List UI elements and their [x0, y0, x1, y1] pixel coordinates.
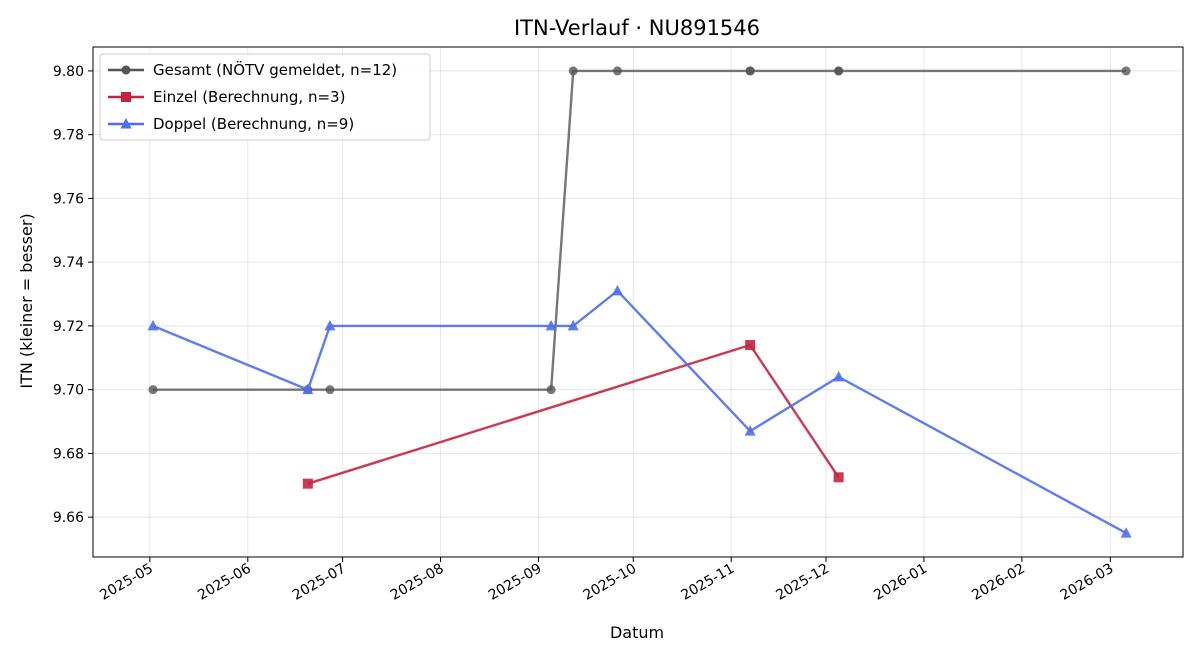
legend: Gesamt (NÖTV gemeldet, n=12) Einzel (Bere… — [99, 53, 431, 141]
data-point — [1121, 66, 1131, 76]
data-point — [546, 385, 556, 395]
y-tick-label: 9.70 — [53, 383, 84, 399]
plot-frame — [92, 46, 1184, 558]
data-point — [148, 385, 158, 395]
series-1 — [148, 66, 1131, 395]
data-point — [302, 478, 313, 489]
chart-title: ITN-Verlauf · NU891546 — [514, 16, 760, 40]
y-tick-label: 9.76 — [53, 191, 84, 207]
y-tick-label: 9.72 — [53, 319, 84, 335]
y-axis-label: ITN (kleiner = besser) — [17, 213, 36, 388]
y-tick-label: 9.80 — [53, 64, 84, 80]
data-point — [325, 385, 335, 395]
data-point — [302, 383, 314, 395]
data-point — [833, 472, 844, 483]
y-tick-label: 9.66 — [53, 510, 84, 526]
legend-marker — [121, 92, 131, 102]
y-axis: 9.66 9.68 9.70 9.72 9.74 9.76 9.78 9.80 — [53, 64, 93, 526]
data-point — [545, 319, 557, 331]
legend-label: Gesamt (NÖTV gemeldet, n=12) — [153, 60, 397, 79]
legend-label: Doppel (Berechnung, n=9) — [153, 115, 354, 133]
data-point — [745, 66, 755, 76]
y-tick-label: 9.74 — [53, 255, 84, 271]
data-point — [147, 319, 159, 331]
data-point — [568, 66, 578, 76]
legend-label: Einzel (Berechnung, n=3) — [153, 88, 345, 106]
legend-marker — [121, 65, 131, 75]
y-tick-label: 9.68 — [53, 446, 84, 462]
y-tick-label: 9.78 — [53, 128, 84, 144]
x-axis-label: Datum — [610, 623, 664, 642]
data-point — [834, 66, 844, 76]
data-point — [611, 284, 623, 296]
data-point — [833, 370, 845, 382]
data-point — [744, 425, 756, 436]
data-point — [324, 319, 336, 331]
data-point — [1120, 527, 1132, 538]
data-point — [612, 66, 622, 76]
data-point — [567, 319, 579, 331]
plot-area — [147, 66, 1132, 538]
series-2 — [302, 340, 844, 489]
data-point — [745, 340, 756, 351]
legend-box — [99, 53, 431, 141]
legend-marker — [120, 118, 132, 129]
series-3 — [147, 284, 1132, 538]
